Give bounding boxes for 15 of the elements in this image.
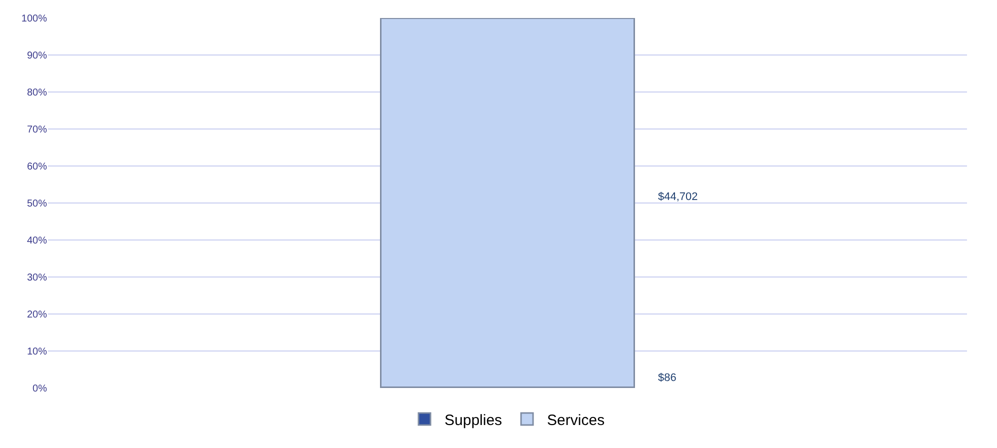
legend-label: Supplies [444, 412, 502, 429]
y-tick-label: 70% [26, 124, 48, 136]
y-tick-label: 40% [26, 236, 48, 246]
y-tick-label: 20% [26, 310, 48, 320]
y-tick-label: 0% [32, 384, 48, 394]
y-tick-label: 80% [26, 88, 48, 98]
legend-label: Services [547, 412, 605, 429]
y-tick-label: 30% [26, 272, 48, 284]
y-tick-label: 50% [26, 198, 48, 210]
y-tick-label: 10% [26, 346, 48, 358]
y-tick-label: 100% [21, 14, 48, 24]
annotation: $86 [658, 372, 676, 384]
y-tick-label: 90% [26, 50, 48, 62]
annotation: $44,702 [658, 191, 698, 203]
y-tick-label: 60% [26, 162, 48, 172]
